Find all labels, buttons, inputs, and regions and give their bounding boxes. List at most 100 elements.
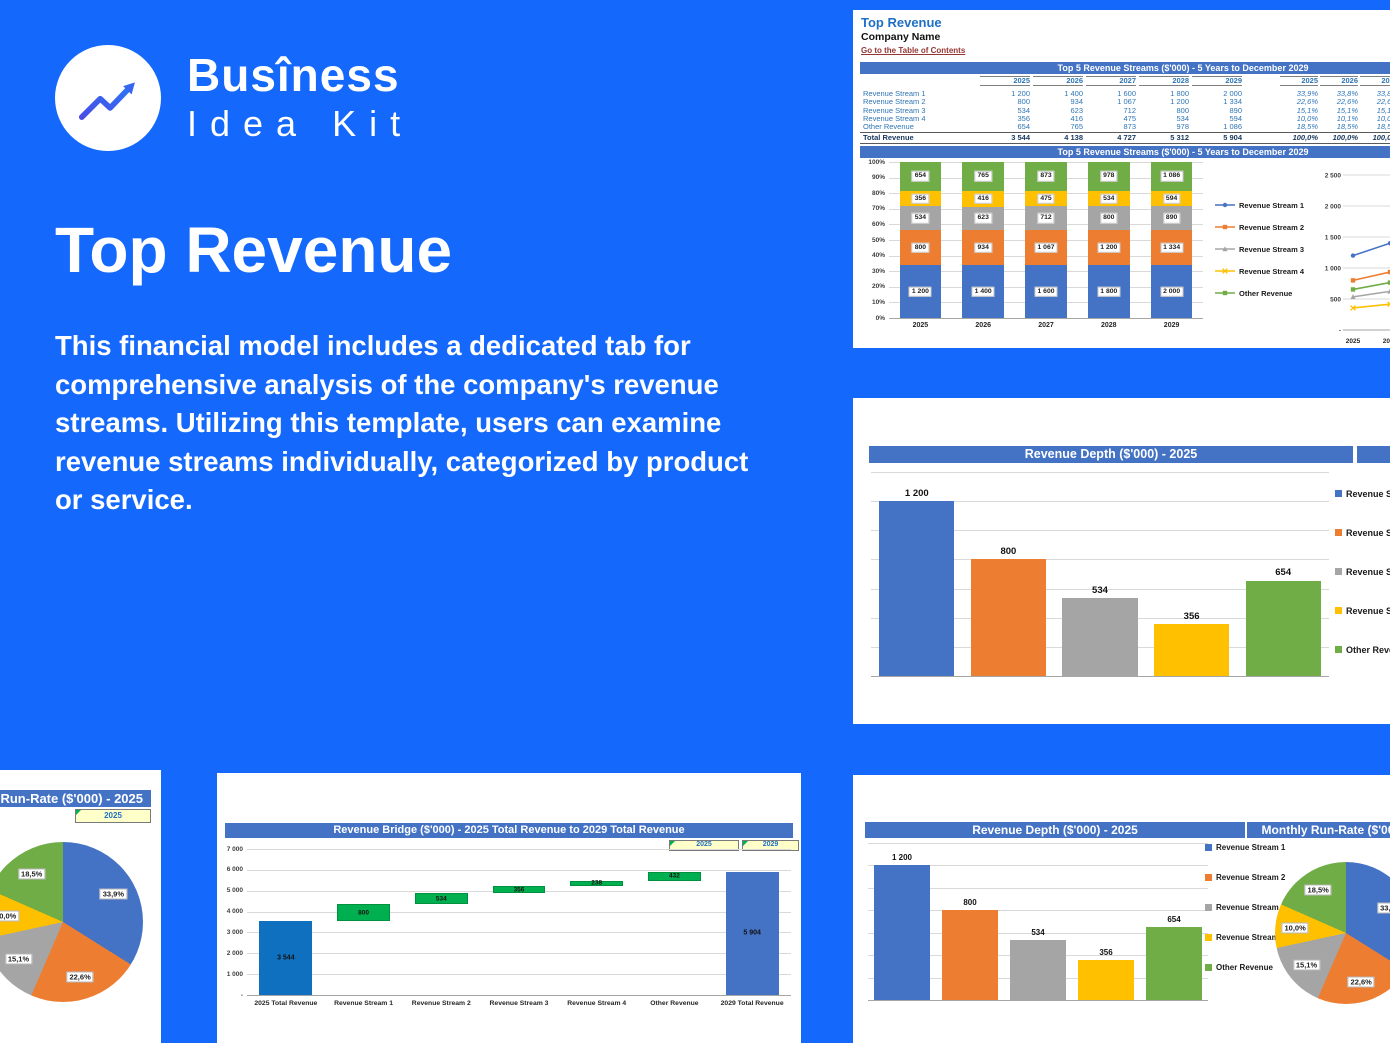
gridline bbox=[247, 953, 791, 955]
y-axis-tick: 100% bbox=[868, 158, 885, 166]
svg-text:2025: 2025 bbox=[1346, 338, 1361, 345]
legend-marker-icon bbox=[1215, 290, 1235, 296]
bar bbox=[1245, 580, 1321, 676]
legend-label: Revenue Stream 4 bbox=[1346, 605, 1390, 616]
y-axis-tick: 90% bbox=[871, 174, 885, 182]
pie-slice-label: 18,5% bbox=[1304, 884, 1332, 896]
table-cell: 18,5% bbox=[1376, 122, 1390, 132]
table-cell: 5 904 bbox=[1223, 133, 1242, 142]
gridline bbox=[889, 286, 1203, 288]
revenue-depth-bar-chart-2: 1 200 800 534 356 654 bbox=[853, 775, 1390, 1043]
data-label: 1 400 bbox=[971, 286, 995, 297]
table-cell: 18,5% bbox=[1336, 122, 1358, 132]
gridline bbox=[871, 501, 1329, 503]
table-cell: 534 bbox=[1176, 113, 1189, 123]
data-label: 416 bbox=[974, 193, 992, 204]
sheet-title: Top Revenue bbox=[861, 15, 942, 30]
y-axis-tick: 6 000 bbox=[226, 866, 243, 874]
data-label: 475 bbox=[1037, 193, 1055, 204]
legend-swatch-icon bbox=[1335, 568, 1342, 575]
legend-label: Revenue Stream 1 bbox=[1216, 842, 1286, 852]
data-label: 534 bbox=[1100, 193, 1118, 204]
data-label: 623 bbox=[974, 213, 992, 224]
data-label: 356 bbox=[911, 193, 930, 204]
table-cell: 873 bbox=[1123, 122, 1136, 132]
table-cell: 978 bbox=[1176, 122, 1189, 132]
revenue-depth-header: Revenue Depth ($'000) - 2025 bbox=[869, 446, 1353, 463]
chart-section-header: Top 5 Revenue Streams ($'000) - 5 Years … bbox=[860, 146, 1390, 158]
data-label: 654 bbox=[911, 171, 930, 182]
stacked-bar-segment bbox=[1088, 190, 1130, 207]
gridline bbox=[889, 162, 1203, 163]
pie-slice-label: 10,0% bbox=[0, 910, 20, 922]
legend-item: Revenue Stream 4 bbox=[1215, 260, 1325, 282]
table-cell: 2027 bbox=[1086, 76, 1136, 86]
data-label: 432 bbox=[668, 872, 680, 880]
table-row: Revenue Stream 3 534 623 712 800 890 15,1% 15,1… bbox=[860, 105, 1390, 115]
bridge-end-year-dropdown[interactable]: 2029 bbox=[742, 840, 799, 851]
stacked-bar-segment bbox=[1088, 265, 1130, 318]
data-label: 800 bbox=[1000, 545, 1017, 557]
bridge-start-year-dropdown[interactable]: 2025 bbox=[669, 840, 739, 851]
table-cell: 5 312 bbox=[1170, 133, 1189, 142]
x-axis-tick: 2025 bbox=[912, 322, 929, 329]
brand-name-line2: Idea Kit bbox=[187, 102, 414, 144]
legend-item: Revenue Stream 4 bbox=[1205, 922, 1285, 952]
legend-label: Revenue Stream 2 bbox=[1216, 872, 1286, 882]
table-cell: 416 bbox=[1070, 113, 1083, 123]
stacked-bar-segment bbox=[962, 265, 1004, 318]
stacked-bar-segment bbox=[1025, 229, 1067, 266]
table-cell: 10,1% bbox=[1336, 113, 1358, 123]
revenue-depth-legend: Revenue Stream 1 Revenue Stream 2 Revenue … bbox=[1335, 474, 1390, 669]
table-cell: 15,1% bbox=[1296, 105, 1318, 115]
data-label: 800 bbox=[911, 242, 930, 253]
legend-label: Other Revenue bbox=[1239, 288, 1293, 298]
data-label: 1 200 bbox=[1097, 242, 1121, 253]
legend-swatch-icon bbox=[1205, 873, 1212, 881]
table-cell: 800 bbox=[1176, 105, 1189, 115]
y-axis-tick: 70% bbox=[871, 205, 885, 213]
legend-item: Revenue Stream 3 bbox=[1215, 238, 1325, 260]
data-label: 1 086 bbox=[1160, 171, 1184, 182]
waterfall-bar bbox=[337, 904, 390, 922]
revenue-depth-header-2: Revenue Depth ($'000) - 2025 bbox=[865, 822, 1245, 838]
gridline bbox=[889, 240, 1203, 241]
legend-label: Revenue Stream 3 bbox=[1346, 566, 1390, 577]
legend-item: Revenue Stream 1 bbox=[1205, 832, 1285, 862]
legend-label: Revenue Stream 4 bbox=[1216, 932, 1286, 942]
legend-swatch-icon bbox=[1335, 607, 1342, 614]
gridline bbox=[871, 472, 1329, 473]
y-axis-tick: 50% bbox=[871, 236, 885, 244]
stacked-bar-segment bbox=[962, 206, 1004, 230]
data-label: 1 200 bbox=[904, 487, 929, 499]
legend-label: Other Revenue bbox=[1216, 962, 1273, 972]
y-axis-tick: 3 000 bbox=[226, 928, 243, 936]
table-of-contents-link[interactable]: Go to the Table of Contents bbox=[861, 46, 966, 55]
table-cell: 623 bbox=[1070, 105, 1083, 115]
legend-marker-icon bbox=[1215, 224, 1235, 230]
x-axis-tick: 2026 bbox=[975, 322, 991, 329]
y-axis-tick: 30% bbox=[871, 267, 885, 275]
svg-text:1 500: 1 500 bbox=[1325, 235, 1342, 242]
gridline bbox=[889, 208, 1203, 210]
table-cell: 15,1% bbox=[1376, 105, 1390, 115]
data-label: 534 bbox=[435, 895, 447, 903]
x-axis-tick: Revenue Stream 1 bbox=[334, 1000, 394, 1007]
gridline bbox=[889, 271, 1203, 273]
stacked-bar-segment bbox=[1150, 190, 1193, 207]
gridline bbox=[247, 890, 791, 892]
stacked-bar-segment bbox=[1025, 190, 1067, 207]
bar bbox=[970, 559, 1046, 676]
revenue-streams-table: 202520262027202820292025202620272028Reve… bbox=[860, 76, 1390, 146]
bar bbox=[874, 865, 930, 1000]
y-axis-tick: 20% bbox=[871, 283, 885, 291]
legend-swatch-icon bbox=[1335, 646, 1342, 653]
data-label: 934 bbox=[974, 242, 992, 253]
monthly-runrate-panel: Monthly Run-Rate ($'000) - 2025 2025 33,… bbox=[0, 770, 161, 1043]
year-selector-dropdown[interactable]: 2025 bbox=[75, 809, 151, 823]
revenue-depth-legend-2: Revenue Stream 1 Revenue Stream 2 Revenue … bbox=[1205, 832, 1285, 982]
x-axis-tick: 2029 Total Revenue bbox=[720, 1000, 784, 1007]
x-axis-tick: Revenue Stream 4 bbox=[567, 1000, 627, 1007]
stacked-bar-segment bbox=[1150, 162, 1193, 191]
table-cell: 2025 bbox=[980, 76, 1030, 86]
